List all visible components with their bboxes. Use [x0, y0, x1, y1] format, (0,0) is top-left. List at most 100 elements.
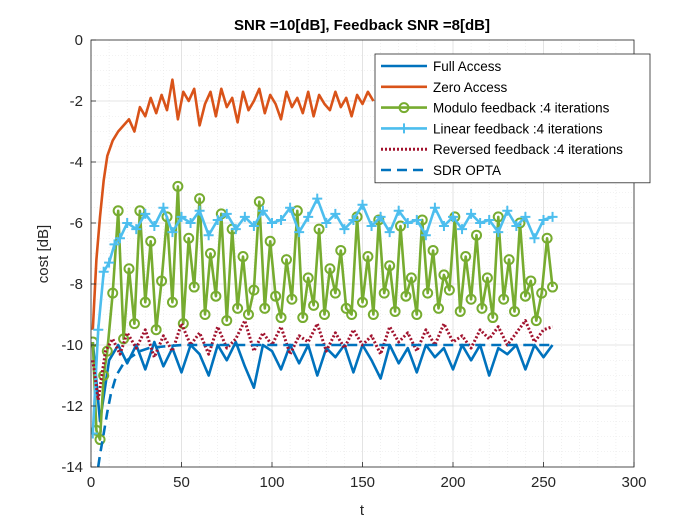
series-marker-plus [457, 224, 468, 235]
series-marker-circle [443, 284, 455, 296]
series-marker-plus [140, 208, 151, 219]
series-marker-plus [185, 218, 196, 228]
series-marker-plus [230, 224, 241, 235]
series-marker-circle [112, 205, 124, 217]
series-marker-plus [493, 227, 504, 238]
series-marker-plus [91, 428, 98, 439]
series-marker-circle [454, 305, 466, 317]
series-marker-plus [348, 214, 359, 225]
series-marker-plus [366, 221, 377, 232]
series-marker-circle [156, 275, 168, 287]
series-marker-circle [329, 287, 341, 299]
series-marker-circle [308, 299, 320, 311]
series-marker-circle [145, 235, 157, 247]
series-marker-circle [232, 302, 244, 314]
y-tick-label: 0 [75, 32, 83, 49]
series-marker-circle [183, 232, 195, 244]
x-axis-label: t [360, 502, 365, 519]
series-marker-plus [484, 214, 495, 225]
series-marker-plus [538, 214, 549, 225]
series-marker-plus [114, 233, 125, 244]
series-marker-circle [346, 309, 358, 320]
series-marker-plus [438, 221, 449, 232]
x-tick-label: 150 [350, 474, 375, 491]
series-marker-circle [94, 434, 106, 446]
series-marker-circle [194, 193, 206, 205]
series-marker-circle [210, 290, 222, 302]
series-marker-circle [123, 263, 135, 275]
y-tick-label: -14 [61, 459, 83, 476]
series-marker-circle [280, 254, 292, 266]
series-line [96, 343, 553, 467]
series-marker-plus [158, 202, 169, 213]
x-tick-label: 100 [259, 474, 284, 491]
x-tick-label: 250 [531, 474, 556, 491]
series-marker-circle [422, 287, 434, 299]
legend-label: Linear feedback :4 iterations [433, 121, 603, 136]
series-group-5 [96, 343, 553, 467]
series-marker-circle [188, 281, 200, 293]
series-marker-circle [340, 302, 352, 314]
series-marker-circle [503, 254, 515, 266]
legend-box [374, 53, 651, 184]
series-marker-plus [475, 218, 486, 228]
series-marker-plus [109, 239, 120, 250]
legend-label: Modulo feedback :4 iterations [433, 101, 610, 116]
series-marker-plus [357, 199, 368, 210]
series-marker-plus [203, 230, 214, 241]
y-tick-label: -8 [70, 276, 83, 293]
x-tick-label: 0 [87, 474, 95, 491]
series-marker-circle [118, 333, 130, 345]
series-marker-circle [519, 290, 531, 302]
series-marker-circle [433, 302, 445, 314]
series-marker-plus [547, 211, 558, 222]
series-marker-circle [476, 302, 488, 314]
series-marker-circle [367, 309, 379, 320]
series-marker-plus [285, 202, 296, 213]
series-marker-circle [297, 312, 309, 324]
legend-label: Reversed feedback :4 iterations [433, 142, 623, 157]
series-marker-circle [237, 251, 249, 263]
series-marker-circle [253, 196, 265, 208]
series-marker-plus [221, 208, 232, 219]
series-marker-circle [275, 312, 287, 324]
series-marker-circle [438, 269, 450, 281]
series-marker-plus [448, 211, 458, 222]
series-marker-plus [529, 233, 540, 244]
series-marker-circle [427, 244, 439, 256]
series-marker-plus [267, 218, 277, 228]
series-marker-plus [375, 211, 386, 222]
series-marker-circle [302, 272, 314, 284]
series-marker-circle [460, 251, 472, 263]
x-tick-label: 300 [621, 474, 646, 491]
series-line [91, 78, 375, 330]
series-marker-plus [402, 218, 413, 228]
y-tick-label: -12 [61, 398, 83, 415]
series-marker-circle [357, 296, 368, 308]
series-marker-circle [384, 260, 396, 272]
series-marker-plus [502, 205, 513, 216]
series-marker-circle [378, 287, 390, 299]
series-marker-plus [393, 205, 404, 216]
y-axis-label: cost [dB] [35, 225, 52, 283]
y-tick-label: -10 [61, 337, 83, 354]
series-marker-circle [465, 293, 477, 305]
series-marker-circle [405, 272, 417, 284]
series-marker-circle [525, 275, 537, 287]
series-marker-plus [511, 221, 522, 232]
series-marker-plus [93, 324, 104, 335]
series-marker-circle [530, 315, 542, 327]
y-tick-label: -2 [70, 93, 83, 110]
series-marker-circle [128, 318, 140, 330]
series-marker-circle [313, 223, 325, 235]
series-marker-circle [270, 290, 282, 302]
series-marker-plus [399, 123, 409, 134]
series-marker-circle [318, 309, 330, 320]
series-marker-plus [122, 218, 133, 228]
series-marker-circle [362, 251, 374, 263]
series-line [91, 340, 554, 423]
series-marker-plus [212, 214, 223, 225]
series-group-0 [91, 340, 554, 423]
legend: Full Access Zero Access Modulo feedback :4… [374, 53, 651, 184]
series-marker-plus [239, 211, 250, 222]
